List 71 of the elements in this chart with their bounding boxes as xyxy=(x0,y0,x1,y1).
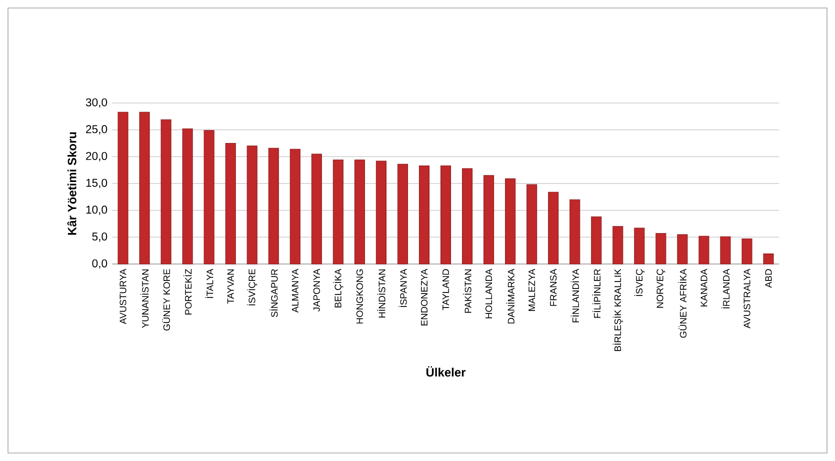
bar xyxy=(763,254,774,264)
bar xyxy=(268,148,279,264)
x-tick-label: HİNDİSTAN xyxy=(377,269,386,318)
bar xyxy=(742,238,752,264)
bar xyxy=(246,146,258,264)
x-tick-label: İSVİÇRE xyxy=(247,269,258,306)
x-tick-label: TAYVAN xyxy=(227,269,234,304)
y-tick-label: 5,0 xyxy=(92,232,108,242)
bar xyxy=(677,234,688,264)
x-tick-label: BİRLEŞİK KRALLIK xyxy=(612,268,623,351)
x-tick-label: BELÇİKA xyxy=(333,268,344,308)
x-tick-label: İTALYA xyxy=(205,268,214,298)
bar xyxy=(332,160,344,264)
bar xyxy=(160,119,172,264)
bar xyxy=(204,130,214,264)
bar xyxy=(698,236,710,264)
x-tick-label: HONGKONG xyxy=(356,269,363,324)
x-tick-label: MALEZYA xyxy=(528,268,536,311)
y-tick-label: 0,0 xyxy=(92,259,108,269)
bar xyxy=(505,178,516,264)
x-tick-label: İRLANDA xyxy=(721,268,730,308)
bar xyxy=(118,112,128,264)
x-tick-label: NORVEÇ xyxy=(656,269,666,308)
bar xyxy=(418,166,430,264)
x-tick-label: HOLLANDA xyxy=(485,268,492,318)
x-tick-label: DANİMARKA xyxy=(506,268,514,324)
bar xyxy=(612,226,624,264)
bar xyxy=(311,154,322,264)
x-tick-label: TAYLAND xyxy=(442,269,449,310)
bar xyxy=(354,160,365,264)
x-tick-label: ALMANYA xyxy=(292,268,298,313)
bar xyxy=(548,192,559,264)
x-tick-label: ENDONEZYA xyxy=(420,268,428,326)
bar xyxy=(139,112,150,264)
bar xyxy=(376,160,386,264)
bar xyxy=(182,128,193,264)
x-tick-label: AVUSTURYA xyxy=(120,268,126,324)
y-tick-label: 15,0 xyxy=(86,178,108,188)
x-tick-label: GÜNEY KORE xyxy=(162,269,170,330)
x-tick-label: FİLİPİNLER xyxy=(592,269,600,318)
x-tick-label: İSPANYA xyxy=(398,268,407,307)
x-tick-label: FRANSA xyxy=(550,268,557,306)
x-tick-label: FİNLANDİYA xyxy=(570,268,579,322)
bar xyxy=(440,166,452,264)
x-tick-label: GÜNEY AFRİKA xyxy=(678,268,687,338)
x-axis-title: Ülkeler xyxy=(426,366,466,377)
x-tick-label: JAPONYA xyxy=(313,268,320,312)
x-tick-label: PORTEKİZ xyxy=(183,269,192,314)
bar xyxy=(462,168,473,264)
y-tick-label: 20,0 xyxy=(86,152,108,162)
bar xyxy=(591,216,602,264)
bar xyxy=(656,233,666,264)
x-tick-label: SİNGAPUR xyxy=(270,269,278,318)
bar xyxy=(634,228,645,264)
y-tick-label: 10,0 xyxy=(86,206,108,216)
bar xyxy=(484,175,494,264)
bar xyxy=(397,164,408,264)
x-tick-label: PAKİSTAN xyxy=(463,269,472,313)
x-tick-label: ABD xyxy=(765,269,772,288)
bar xyxy=(720,236,731,264)
bar xyxy=(570,199,580,264)
y-tick-label: 25,0 xyxy=(86,125,108,135)
y-axis-title: Kâr Yöetimi Skoru xyxy=(67,132,76,235)
y-tick-label: 30,0 xyxy=(86,98,108,108)
bar xyxy=(225,142,236,264)
x-tick-label: İSVEÇ xyxy=(634,269,644,296)
x-tick-label: YUNANİSTAN xyxy=(140,269,149,328)
bar xyxy=(526,184,538,264)
x-tick-label: AVUSTRALYA xyxy=(744,268,750,328)
x-tick-label: KANADA xyxy=(700,268,708,306)
bar xyxy=(290,148,300,264)
